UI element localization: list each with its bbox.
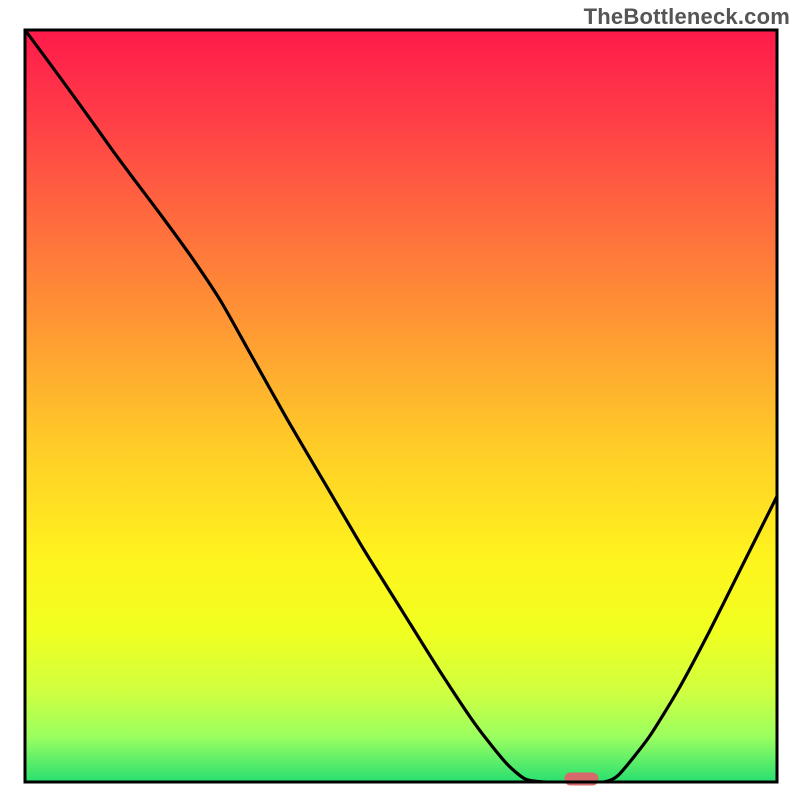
bottleneck-curve-plot (0, 0, 800, 800)
optimum-marker (564, 772, 598, 785)
chart-container: TheBottleneck.com (0, 0, 800, 800)
gradient-background (25, 30, 777, 782)
